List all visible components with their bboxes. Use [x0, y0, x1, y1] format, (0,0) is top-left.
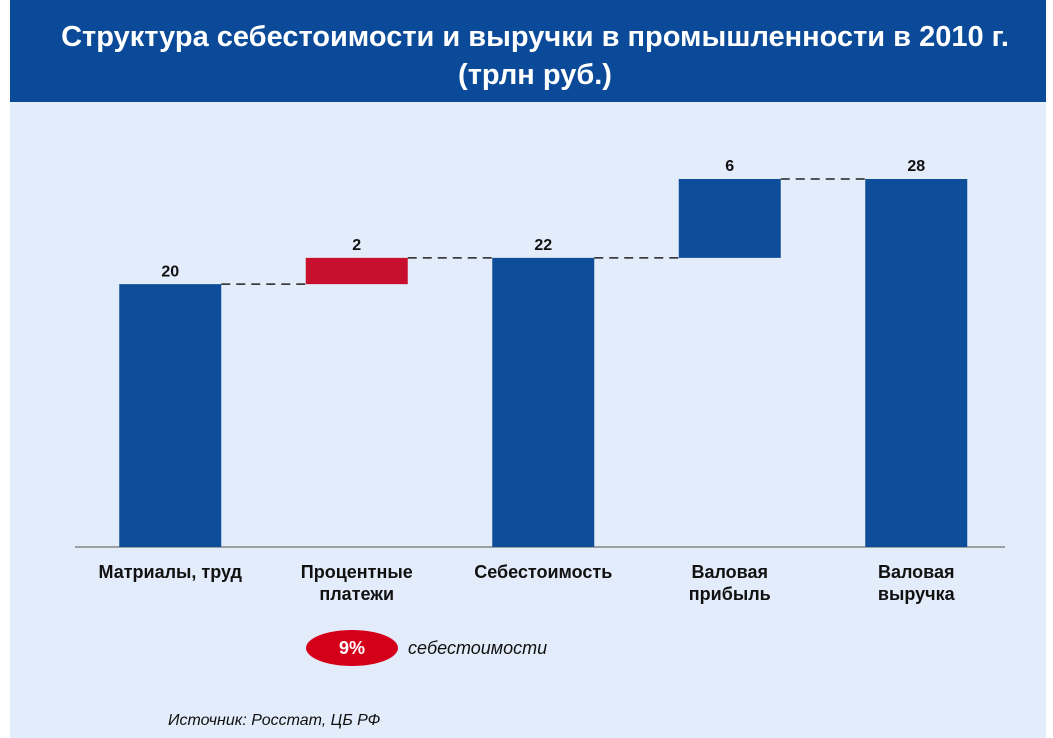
badge-text: 9%: [339, 638, 365, 658]
bar: [305, 257, 408, 285]
value-label: 6: [725, 158, 734, 175]
annotation: себестоимости: [408, 638, 547, 658]
value-label: 2: [352, 237, 361, 254]
value-label: 20: [161, 263, 179, 280]
x-tick-label: Валовая выручка: [877, 562, 955, 604]
chart-title: Структура себестоимости и выручки в пром…: [61, 21, 1009, 91]
x-tick-label: Процентные платежи: [300, 562, 413, 604]
badge: [306, 630, 398, 666]
x-tick-label: Себестоимость: [474, 562, 613, 582]
bar: [865, 179, 968, 547]
value-label: 22: [534, 237, 552, 254]
bar: [678, 179, 781, 258]
x-tick-label: Валовая прибыль: [688, 562, 771, 604]
value-label: 28: [907, 158, 925, 175]
bar: [492, 257, 595, 547]
header: [10, 0, 1046, 102]
source: Источник: Росстат, ЦБ РФ: [168, 712, 381, 729]
x-tick-label: Матриалы, труд: [98, 562, 242, 582]
bar: [119, 284, 222, 547]
